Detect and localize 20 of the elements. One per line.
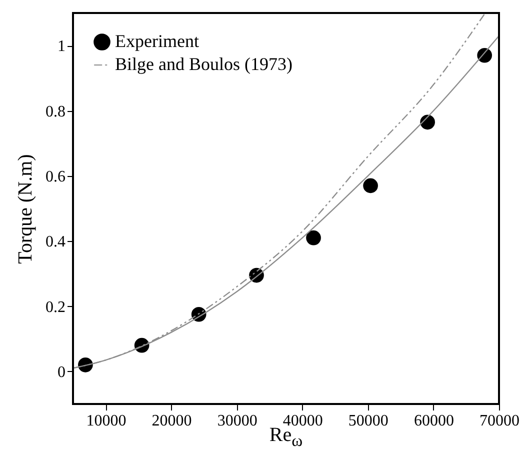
y-tick-label: 0.6 — [46, 168, 66, 186]
point — [420, 114, 435, 130]
legend-label: Experiment — [115, 31, 199, 51]
y-axis-title: Torque (N.m) — [14, 154, 36, 264]
y-tick-label: 0.2 — [46, 298, 66, 316]
legend-label: Bilge and Boulos (1973) — [115, 54, 292, 74]
x-tick-label: 50000 — [348, 412, 388, 430]
y-tick-label: 0 — [58, 364, 66, 381]
y-tick-label: 0.4 — [46, 234, 66, 251]
point — [363, 178, 378, 194]
x-tick-label: 40000 — [282, 412, 323, 430]
y-tick-label: 1 — [58, 38, 66, 56]
point — [306, 230, 321, 246]
y-tick-label: 0.8 — [46, 103, 66, 120]
x-tick-label: 30000 — [217, 412, 258, 430]
point — [477, 48, 492, 63]
x-tick-label: 20000 — [152, 412, 192, 430]
x-tick-label: 10000 — [86, 412, 126, 430]
x-tick-label: 70000 — [480, 412, 520, 430]
x-tick-label: 60000 — [414, 412, 454, 430]
